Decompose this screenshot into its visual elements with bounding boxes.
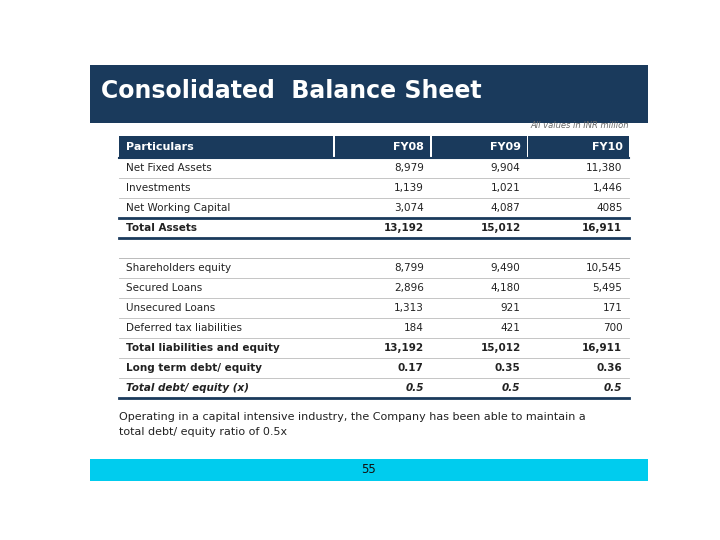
Bar [120,338,629,358]
Text: 4,180: 4,180 [491,283,521,293]
Text: All values in INR million: All values in INR million [530,122,629,130]
Text: 13,192: 13,192 [384,223,424,233]
Text: 0.5: 0.5 [502,383,521,393]
Text: 5,495: 5,495 [593,283,622,293]
Bar [120,318,629,338]
Text: 9,904: 9,904 [491,163,521,173]
Text: Long term debt/ equity: Long term debt/ equity [126,363,261,373]
Text: 11,380: 11,380 [586,163,622,173]
Text: 55: 55 [361,463,377,476]
Text: 15,012: 15,012 [480,343,521,353]
Text: 0.36: 0.36 [597,363,622,373]
Text: 2,896: 2,896 [394,283,424,293]
Text: Secured Loans: Secured Loans [126,283,202,293]
Bar [120,198,629,218]
Text: 184: 184 [404,323,424,333]
Text: 8,979: 8,979 [394,163,424,173]
Bar [120,378,629,398]
Text: Investments: Investments [126,183,190,193]
Text: 3,074: 3,074 [394,203,424,213]
Text: FY08: FY08 [393,142,424,152]
Bar [120,158,629,178]
Text: Operating in a capital intensive industry, the Company has been able to maintain: Operating in a capital intensive industr… [120,412,586,437]
Text: Deferred tax liabilities: Deferred tax liabilities [126,323,242,333]
Text: 1,021: 1,021 [491,183,521,193]
Bar [430,137,431,158]
Text: 0.5: 0.5 [405,383,424,393]
Text: Shareholders equity: Shareholders equity [126,263,231,273]
Text: 4,087: 4,087 [491,203,521,213]
Bar [120,298,629,318]
Text: 10,545: 10,545 [586,263,622,273]
Text: 0.5: 0.5 [604,383,622,393]
Text: 1,313: 1,313 [394,303,424,313]
Bar [120,358,629,378]
Bar [120,218,629,238]
Text: 700: 700 [603,323,622,333]
Text: Net Working Capital: Net Working Capital [126,203,230,213]
Bar [120,178,629,198]
Text: 1,446: 1,446 [593,183,622,193]
Bar [120,258,629,278]
Text: 15,012: 15,012 [480,223,521,233]
Text: 16,911: 16,911 [582,223,622,233]
Bar [90,459,648,481]
Bar [120,137,629,158]
Text: 0.17: 0.17 [398,363,424,373]
Text: 8,799: 8,799 [394,263,424,273]
Text: 921: 921 [500,303,521,313]
Text: FY09: FY09 [490,142,521,152]
Text: Total debt/ equity (x): Total debt/ equity (x) [126,383,248,393]
Text: Unsecured Loans: Unsecured Loans [126,303,215,313]
Text: 9,490: 9,490 [491,263,521,273]
Text: 421: 421 [500,323,521,333]
Bar [527,137,528,158]
Text: Total Assets: Total Assets [126,223,197,233]
Bar [333,137,335,158]
Text: Particulars: Particulars [126,142,194,152]
Bar [90,65,648,123]
Text: 0.35: 0.35 [495,363,521,373]
Bar [120,278,629,298]
Text: 171: 171 [603,303,622,313]
Text: 1,139: 1,139 [394,183,424,193]
Text: FY10: FY10 [592,142,622,152]
Text: 13,192: 13,192 [384,343,424,353]
Text: Consolidated  Balance Sheet: Consolidated Balance Sheet [101,79,482,103]
Text: Net Fixed Assets: Net Fixed Assets [126,163,212,173]
Text: 16,911: 16,911 [582,343,622,353]
Text: 4085: 4085 [596,203,622,213]
Text: Total liabilities and equity: Total liabilities and equity [126,343,279,353]
